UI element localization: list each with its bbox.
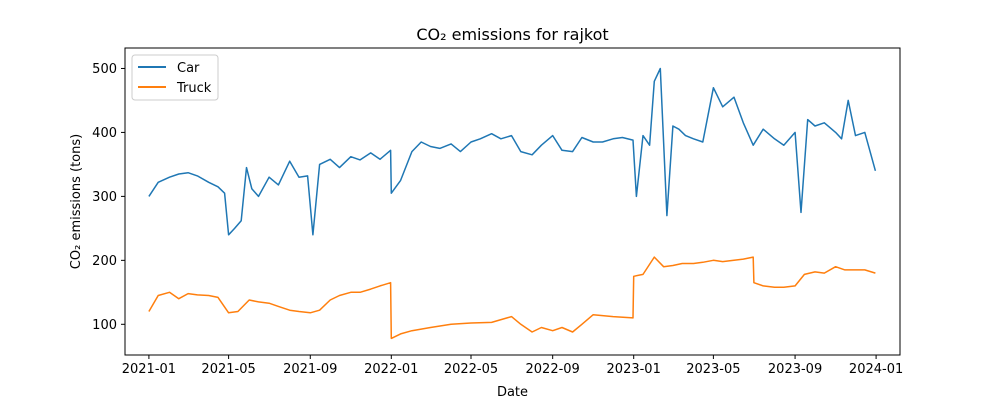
y-axis: 100 200 300 400 500 bbox=[92, 62, 125, 333]
x-tick-label: 2021-05 bbox=[201, 362, 255, 377]
plot-frame bbox=[124, 47, 901, 356]
series-line-truck bbox=[148, 256, 876, 340]
x-tick-label: 2023-09 bbox=[768, 362, 822, 377]
y-tick-label: 500 bbox=[92, 62, 117, 77]
legend-label-car: Car bbox=[177, 61, 200, 76]
x-axis-label: Date bbox=[497, 385, 528, 400]
x-tick-label: 2022-09 bbox=[526, 362, 580, 377]
chart-title: CO₂ emissions for rajkot bbox=[416, 25, 608, 44]
y-tick-label: 400 bbox=[92, 126, 117, 141]
y-tick-label: 300 bbox=[92, 190, 117, 205]
x-tick-label: 2022-01 bbox=[364, 362, 418, 377]
y-tick-label: 100 bbox=[92, 318, 117, 333]
plot-area bbox=[148, 67, 877, 340]
x-tick-label: 2021-09 bbox=[283, 362, 337, 377]
series-line-car bbox=[148, 67, 877, 236]
x-tick-label: 2022-05 bbox=[444, 362, 498, 377]
x-tick-label: 2023-05 bbox=[686, 362, 740, 377]
x-tick-label: 2021-01 bbox=[122, 362, 176, 377]
x-axis: 2021-01 2021-05 2021-09 2022-01 2022-05 2022-… bbox=[122, 355, 903, 377]
legend-label-truck: Truck bbox=[176, 81, 212, 96]
legend: Car Truck bbox=[131, 54, 219, 101]
x-tick-label: 2023-01 bbox=[607, 362, 661, 377]
x-tick-label: 2024-01 bbox=[849, 362, 903, 377]
y-tick-label: 200 bbox=[92, 254, 117, 269]
y-axis-label: CO₂ emissions (tons) bbox=[69, 134, 84, 269]
